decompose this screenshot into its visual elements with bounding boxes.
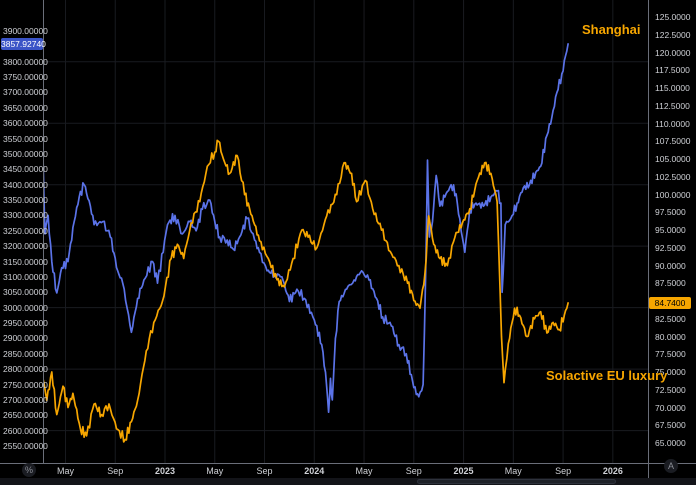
left-axis-price-label: 3300.00000 <box>3 210 48 221</box>
right-axis-price-label: 82.5000 <box>655 313 686 324</box>
right-axis-price-label: 105.0000 <box>655 154 691 165</box>
right-axis-price-label: 100.0000 <box>655 189 691 200</box>
scale-mode-icon[interactable]: % <box>22 463 36 477</box>
left-axis-price-label: 2750.00000 <box>3 379 48 390</box>
bottom-toolbar-strip <box>0 478 696 485</box>
left-axis-price-label: 2550.00000 <box>3 441 48 451</box>
left-axis-price-label: 3100.00000 <box>3 271 48 282</box>
left-axis-price-label: 3900.00000 <box>3 26 48 36</box>
time-tick-label: May <box>504 466 522 476</box>
right-axis-price-label: 122.5000 <box>655 29 691 40</box>
right-axis-price-label: 125.0000 <box>655 12 691 23</box>
shanghai-last-price-badge: 3857.92740 <box>1 37 46 50</box>
left-axis-price-label: 3450.00000 <box>3 164 48 175</box>
solactive-line-series[interactable] <box>43 139 569 443</box>
right-axis-price-label: 80.0000 <box>655 331 686 342</box>
left-axis-price-label: 3350.00000 <box>3 195 48 206</box>
time-tick-label: 2023 <box>154 466 176 476</box>
left-axis-price-label: 3750.00000 <box>3 72 48 83</box>
right-axis-price-label: 95.0000 <box>655 225 686 236</box>
time-tick-label: Sep <box>555 466 572 476</box>
right-axis-price-label: 90.0000 <box>655 260 686 271</box>
shanghai-series-label: Shanghai <box>582 22 641 37</box>
left-axis-price-label: 3800.00000 <box>3 56 48 67</box>
left-axis-price-label: 3200.00000 <box>3 241 48 252</box>
time-tick-label: Sep <box>107 466 124 476</box>
time-tick-label: 2025 <box>453 466 474 476</box>
left-axis-price-label: 2800.00000 <box>3 364 48 375</box>
right-axis-price-label: 120.0000 <box>655 47 691 58</box>
left-axis-price-label: 3650.00000 <box>3 102 48 113</box>
left-axis-price-label: 2600.00000 <box>3 425 48 436</box>
left-axis-price-label: 3700.00000 <box>3 87 48 98</box>
left-axis-price-label: 2950.00000 <box>3 318 48 329</box>
right-axis-price-label: 65.0000 <box>655 438 686 448</box>
shanghai-line-series[interactable] <box>43 43 569 414</box>
left-axis-price-label: 2900.00000 <box>3 333 48 344</box>
right-axis-price-label: 115.0000 <box>655 83 690 94</box>
right-axis-price-label: 72.5000 <box>655 384 686 395</box>
time-tick-label: May <box>206 466 224 476</box>
solactive-series-label: Solactive EU luxury <box>546 368 668 383</box>
solactive-last-price-badge: 84.7400 <box>649 296 691 309</box>
time-tick-label: 2024 <box>304 466 325 476</box>
time-tick-label: May <box>355 466 373 476</box>
left-axis-price-label: 3600.00000 <box>3 118 48 129</box>
right-axis-price-label: 70.0000 <box>655 402 686 413</box>
time-tick-label: Sep <box>405 466 422 476</box>
right-axis-price-label: 117.5000 <box>655 65 690 76</box>
left-axis-price-label: 3150.00000 <box>3 256 48 267</box>
right-axis-price-label: 75.0000 <box>655 367 686 378</box>
right-axis-price-label: 67.5000 <box>655 420 686 431</box>
right-axis-price-label: 110.0000 <box>655 118 690 129</box>
right-axis-price-label: 112.5000 <box>655 100 690 111</box>
right-axis-price-label: 107.5000 <box>655 136 691 147</box>
right-axis-price-label: 92.5000 <box>655 242 686 253</box>
left-axis-price-label: 3400.00000 <box>3 179 48 190</box>
right-axis-price-label: 97.5000 <box>655 207 686 218</box>
left-axis-price-label: 2650.00000 <box>3 410 48 421</box>
right-axis-price-label: 87.5000 <box>655 278 686 289</box>
time-scrollbar-thumb[interactable] <box>417 479 616 484</box>
left-axis-price-label: 3050.00000 <box>3 287 48 298</box>
time-tick-label: May <box>56 466 74 476</box>
left-axis-price-label: 3000.00000 <box>3 302 48 313</box>
right-axis-price-label: 102.5000 <box>655 171 691 182</box>
left-axis-price-label: 3500.00000 <box>3 148 48 159</box>
right-axis-price-label: 77.5000 <box>655 349 686 360</box>
auto-scale-icon[interactable]: A <box>664 459 678 473</box>
time-tick-label: Sep <box>256 466 273 476</box>
left-axis-price-label: 2700.00000 <box>3 394 48 405</box>
left-axis-price-label: 3250.00000 <box>3 225 48 236</box>
left-axis-price-label: 3550.00000 <box>3 133 48 144</box>
left-axis-price-label: 2850.00000 <box>3 348 48 359</box>
time-tick-label: 2026 <box>602 466 623 476</box>
